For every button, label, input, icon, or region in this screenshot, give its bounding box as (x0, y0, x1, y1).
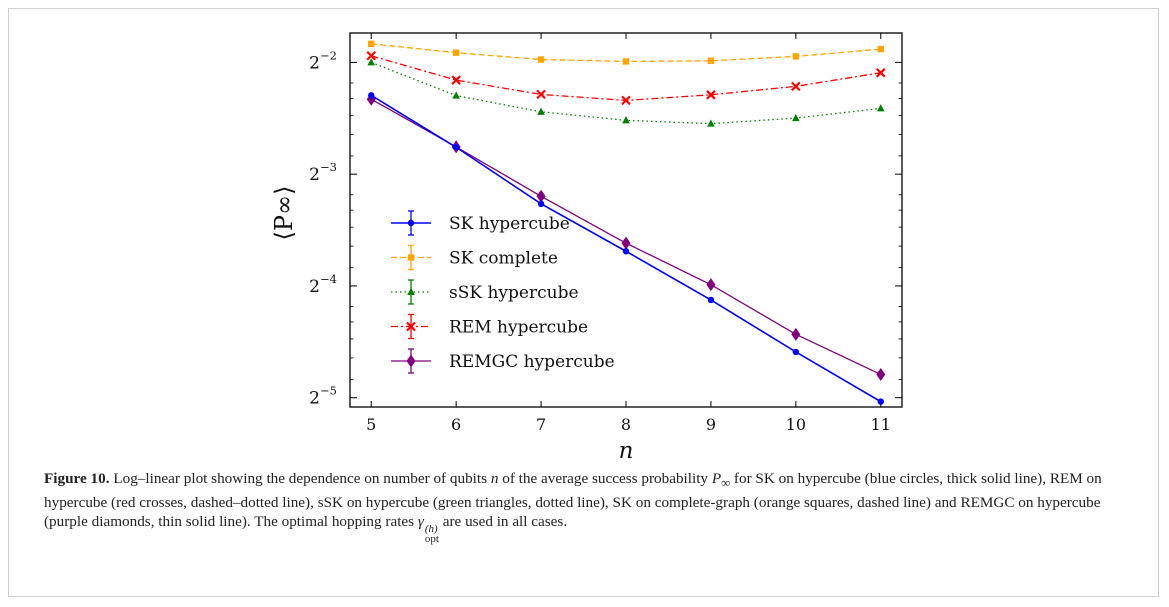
point-remgc-hypercube-8 (621, 236, 631, 250)
series-remgc-hypercube (366, 92, 886, 381)
legend-item-sk-complete: SK complete (391, 244, 558, 271)
caption-gamma-scripts: (h) opt (424, 523, 439, 546)
point-sk-complete-6 (452, 49, 460, 56)
y-tick-label-3: 2 (309, 389, 320, 409)
caption-P-sub: ∞ (721, 476, 731, 491)
caption-text-1: Log–linear plot showing the dependence o… (109, 470, 491, 487)
y-tick-exp-3: −5 (320, 384, 337, 398)
y-tick-exp-2: −4 (320, 272, 337, 286)
x-tick-label-3: 8 (621, 415, 631, 434)
point-sk-complete-5 (368, 40, 375, 48)
x-tick-label-1: 6 (451, 415, 461, 434)
legend-marker-remgc-hypercube (406, 354, 416, 368)
point-rem-hypercube-8-b (621, 95, 631, 106)
point-rem-hypercube-9 (706, 90, 716, 100)
point-ssk-hypercube-11 (876, 104, 885, 112)
point-remgc-hypercube-10 (791, 327, 801, 341)
plot-frame (349, 32, 903, 408)
y-axis-label: ⟨P∞⟩ (270, 186, 298, 241)
point-ssk-hypercube-6 (452, 91, 460, 99)
x-tick-label-4: 9 (706, 415, 716, 434)
point-sk-hypercube-5 (368, 92, 375, 99)
point-sk-hypercube-9 (707, 296, 715, 304)
caption-text-3: for SK on hypercube (blue circles, thick… (44, 470, 1102, 531)
point-sk-complete-8 (622, 58, 630, 65)
series-layer (366, 40, 886, 405)
caption-label: Figure 10. (44, 470, 110, 487)
point-sk-hypercube-8 (622, 248, 630, 255)
point-ssk-hypercube-8 (622, 116, 630, 124)
series-line-ssk-hypercube (370, 61, 881, 125)
legend-label-ssk-hypercube: sSK hypercube (449, 283, 579, 303)
caption-n: n (490, 470, 499, 487)
legend-label-sk-complete: SK complete (449, 249, 558, 269)
figure-caption: Figure 10. Log–linear plot showing the d… (44, 469, 1129, 546)
x-tick-label-0: 5 (366, 415, 376, 434)
point-sk-hypercube-11 (877, 398, 884, 405)
point-ssk-hypercube-9 (707, 119, 715, 127)
legend-item-remgc-hypercube: REMGC hypercube (391, 348, 615, 374)
point-ssk-hypercube-5 (367, 58, 376, 66)
series-sk-hypercube (368, 92, 884, 405)
point-sk-hypercube-7 (537, 200, 545, 208)
point-sk-complete-9 (707, 57, 715, 64)
y-tick-label-2: 2 (309, 277, 320, 297)
legend-item-sk-hypercube: SK hypercube (391, 210, 570, 236)
x-tick-label-6: 11 (871, 415, 891, 434)
point-rem-hypercube-5-b (366, 50, 377, 61)
caption-P: P (711, 470, 722, 487)
point-remgc-hypercube-9 (706, 278, 716, 292)
series-sk-complete (368, 40, 884, 65)
legend-marker-rem-hypercube-b (406, 321, 416, 332)
caption-gamma: γ (417, 513, 424, 531)
point-rem-hypercube-8 (621, 95, 631, 106)
point-rem-hypercube-5 (366, 50, 377, 61)
y-tick-label-1: 2 (309, 165, 320, 185)
legend-label-rem-hypercube: REM hypercube (449, 318, 588, 338)
legend-label-remgc-hypercube: REMGC hypercube (449, 352, 615, 372)
caption-gamma-sub: opt (424, 533, 439, 546)
point-sk-complete-11 (877, 45, 884, 53)
y-tick-exp-0: −2 (320, 48, 337, 62)
figure-frame (8, 8, 1159, 597)
point-sk-hypercube-10 (792, 348, 800, 356)
point-rem-hypercube-9-b (706, 90, 716, 100)
point-sk-hypercube-6 (452, 144, 460, 151)
point-rem-hypercube-6 (451, 75, 461, 85)
legend: SK hypercube SK complete sSK hypercube REM … (391, 210, 615, 374)
legend-label-sk-hypercube: SK hypercube (449, 214, 570, 234)
x-tick-label-5: 10 (786, 415, 806, 434)
caption-text-4: are used in all cases. (438, 513, 568, 531)
legend-item-ssk-hypercube: sSK hypercube (391, 279, 579, 305)
caption-gamma-sup: (h) (424, 523, 438, 536)
legend-item-rem-hypercube: REM hypercube (391, 313, 588, 340)
y-tick-label-0: 2 (309, 53, 320, 73)
point-rem-hypercube-7 (536, 89, 546, 100)
x-axis-label: n (619, 438, 634, 464)
point-rem-hypercube-10-b (791, 81, 801, 92)
point-ssk-hypercube-10 (792, 113, 800, 122)
x-tick-label-2: 7 (536, 415, 546, 434)
point-rem-hypercube-10 (791, 81, 801, 92)
point-rem-hypercube-6-b (451, 75, 461, 85)
chart-axes: 5 6 7 8 9 10 112 −22 −32 −42 −5 (309, 32, 903, 434)
point-rem-hypercube-11 (875, 67, 886, 78)
y-tick-exp-1: −3 (320, 160, 337, 174)
legend-marker-sk-complete (407, 254, 415, 261)
point-remgc-hypercube-11 (876, 367, 886, 381)
point-rem-hypercube-11-b (875, 67, 886, 78)
legend-marker-ssk-hypercube (407, 287, 415, 295)
point-sk-complete-7 (537, 56, 545, 63)
point-remgc-hypercube-7 (536, 189, 546, 203)
series-rem-hypercube (366, 50, 886, 106)
point-rem-hypercube-7-b (536, 89, 546, 100)
legend-marker-rem-hypercube (406, 321, 416, 332)
series-ssk-hypercube (367, 58, 885, 127)
legend-marker-sk-hypercube (407, 219, 415, 227)
caption-text-2: of the average success probability (498, 470, 712, 487)
point-ssk-hypercube-7 (537, 107, 545, 115)
point-sk-complete-10 (792, 53, 800, 60)
